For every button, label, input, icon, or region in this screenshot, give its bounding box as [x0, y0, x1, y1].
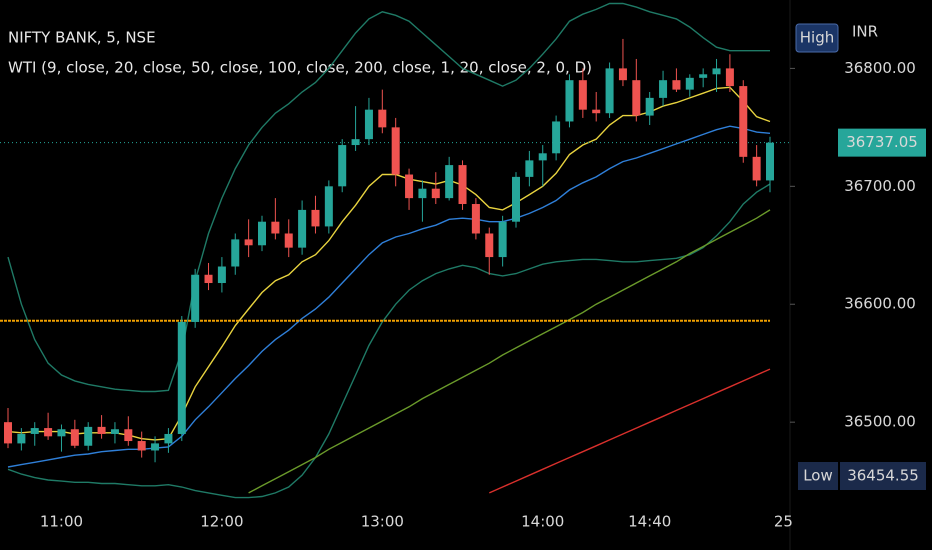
- overlay-line: [7, 125, 771, 468]
- candle-body: [124, 429, 133, 442]
- overlay-line: [489, 368, 771, 494]
- candle-body: [204, 274, 213, 284]
- candle-body: [164, 433, 173, 444]
- candle-body: [364, 109, 373, 140]
- candle-body: [151, 443, 160, 451]
- candle-body: [645, 97, 654, 116]
- candle-body: [578, 80, 587, 110]
- candle-body: [271, 221, 280, 234]
- candle-body: [538, 153, 547, 161]
- candle-body: [618, 68, 627, 81]
- candle-body: [725, 68, 734, 87]
- candle-body: [244, 239, 253, 246]
- x-tick-label: 14:00: [521, 513, 564, 531]
- candle-body: [592, 109, 601, 114]
- candle-body: [298, 209, 307, 248]
- candle-body: [191, 274, 200, 322]
- x-tick-label: 11:00: [40, 513, 83, 531]
- candle-body: [17, 433, 26, 444]
- candle-body: [351, 139, 360, 146]
- x-tick-label: 14:40: [628, 513, 671, 531]
- overlay-line: [7, 2, 770, 393]
- candle-body: [605, 68, 614, 114]
- candle-body: [632, 80, 641, 116]
- x-tick-label: 12:00: [200, 513, 243, 531]
- candle-body: [512, 176, 520, 222]
- candle-body: [445, 165, 454, 199]
- y-tick-label: 36700.00: [844, 177, 916, 195]
- candle-body: [525, 160, 534, 177]
- candle-body: [659, 80, 668, 98]
- currency: INR: [852, 23, 878, 41]
- candle-body: [699, 74, 708, 78]
- candle-body: [97, 426, 106, 434]
- overlay-line: [7, 86, 771, 441]
- candle-body: [552, 121, 561, 154]
- y-tick-label: 36600.00: [844, 295, 916, 313]
- candle-body: [258, 221, 266, 246]
- candle-body: [70, 429, 79, 446]
- y-tick-label: 36800.00: [844, 59, 916, 77]
- low-price-label: 36454.55: [847, 467, 919, 485]
- candle-body: [458, 165, 467, 205]
- candle-body: [672, 80, 681, 90]
- candle-body: [391, 127, 400, 175]
- candle-body: [217, 266, 226, 284]
- candle-body: [57, 429, 66, 437]
- candle-body: [110, 429, 119, 434]
- plot-area: [0, 2, 790, 499]
- high-label: High: [800, 29, 834, 47]
- candle-body: [30, 428, 39, 434]
- candle-body: [685, 77, 694, 90]
- low-label: Low: [803, 467, 833, 485]
- overlay-line: [7, 183, 771, 499]
- candle-body: [231, 239, 240, 267]
- candle-body: [766, 142, 774, 181]
- candle-body: [137, 441, 146, 451]
- last-price-label: 36737.05: [846, 133, 918, 151]
- x-tick-label: 13:00: [361, 513, 404, 531]
- candle-body: [284, 233, 293, 248]
- candle-body: [44, 428, 53, 437]
- candle-body: [405, 174, 414, 199]
- candle-body: [84, 426, 93, 446]
- x-tick-label: 25: [774, 513, 793, 531]
- candle-body: [378, 109, 387, 128]
- candle-body: [431, 188, 440, 199]
- overlay-line: [248, 209, 771, 494]
- candle-body: [752, 156, 761, 181]
- candle-body: [177, 321, 186, 434]
- last-price-box: [838, 128, 926, 157]
- candle-body: [498, 221, 507, 258]
- candle-body: [324, 186, 333, 227]
- chart-title: NIFTY BANK, 5, NSE: [8, 29, 156, 47]
- candle-body: [338, 145, 347, 187]
- low-box: [798, 462, 838, 490]
- high-box: [795, 23, 839, 53]
- candle-body: [418, 188, 427, 199]
- candle-body: [471, 204, 480, 234]
- candle-body: [565, 80, 574, 122]
- candle-body: [739, 86, 748, 157]
- y-tick-label: 36500.00: [844, 413, 916, 431]
- candle-body: [712, 68, 721, 75]
- candle-body: [4, 422, 12, 444]
- indicator-label: WTI (9, close, 20, close, 50, close, 100…: [8, 59, 592, 77]
- candle-body: [485, 233, 494, 258]
- low-price-box: [840, 462, 926, 490]
- candle-body: [311, 209, 320, 227]
